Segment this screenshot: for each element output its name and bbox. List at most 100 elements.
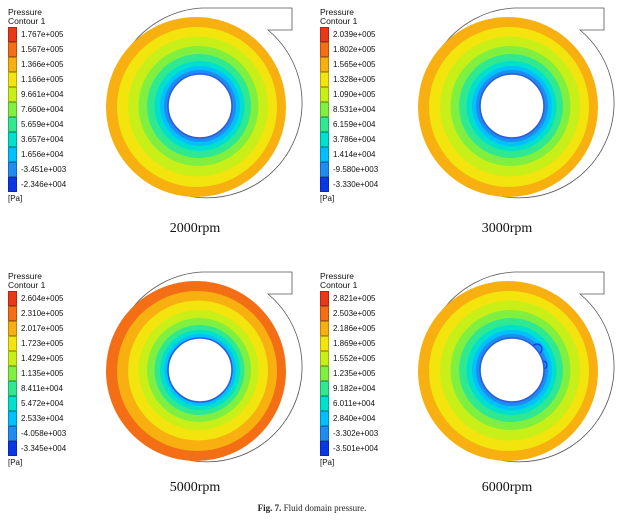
legend-unit: [Pa] (320, 458, 335, 467)
colorbar-level-label: 1.090e+005 (333, 90, 376, 99)
colorbar-level-label: 2.503e+005 (333, 309, 376, 318)
colorbar-level-label: 2.186e+005 (333, 324, 376, 333)
colorbar-swatch (8, 381, 17, 396)
colorbar-level-label: 2.604e+005 (21, 294, 64, 303)
colorbar-level-label: 1.429e+005 (21, 354, 64, 363)
colorbar-level-label: -3.330e+004 (333, 180, 379, 189)
colorbar-swatch (320, 117, 329, 132)
legend-subtitle: Contour 1 (320, 280, 358, 290)
impeller-hole (479, 73, 545, 139)
colorbar-swatch (8, 117, 17, 132)
colorbar-swatch (320, 336, 329, 351)
rpm-label: 6000rpm (481, 480, 533, 495)
colorbar-swatch (8, 27, 17, 42)
colorbar-level-label: 1.328e+005 (333, 75, 376, 84)
colorbar-swatch (320, 27, 329, 42)
rpm-label: 3000rpm (481, 221, 533, 236)
colorbar-level-label: 1.565e+005 (333, 60, 376, 69)
colorbar-level-label: -4.058e+003 (21, 429, 67, 438)
colorbar-level-label: 1.567e+005 (21, 45, 64, 54)
colorbar-level-label: 3.786e+004 (333, 135, 376, 144)
colorbar-level-label: 3.657e+004 (21, 135, 64, 144)
colorbar-level-label: 1.552e+005 (333, 354, 376, 363)
pressure-contour-plot (106, 271, 303, 463)
colorbar-swatch (320, 72, 329, 87)
colorbar-level-label: 1.767e+005 (21, 30, 64, 39)
colorbar-swatch (8, 351, 17, 366)
colorbar-level-label: 8.411e+004 (21, 384, 63, 393)
contour-panel: Pressure Contour 1 2.039e+005 1.802e+005 1.5… (312, 7, 615, 253)
colorbar-level-label: 2.310e+005 (21, 309, 64, 318)
colorbar-swatch (8, 366, 17, 381)
colorbar-legend: Pressure Contour 1 2.604e+005 2.310e+005 2.0… (8, 272, 98, 467)
colorbar-swatch (320, 87, 329, 102)
colorbar-legend: Pressure Contour 1 2.039e+005 1.802e+005 1.5… (320, 8, 410, 203)
colorbar-swatch (320, 306, 329, 321)
contour-panel: Pressure Contour 1 2.604e+005 2.310e+005 2.0… (0, 271, 303, 517)
colorbar-legend: Pressure Contour 1 2.821e+005 2.503e+005 2.1… (320, 272, 410, 467)
legend-unit: [Pa] (320, 194, 335, 203)
colorbar-swatch (8, 102, 17, 117)
colorbar-swatch (320, 396, 329, 411)
pressure-contour-plot (418, 7, 615, 199)
colorbar-level-label: -9.580e+003 (333, 165, 379, 174)
pressure-contour-plot (106, 7, 303, 199)
colorbar-level-label: 5.659e+004 (21, 120, 64, 129)
impeller-hole (479, 337, 545, 403)
colorbar-swatch (320, 291, 329, 306)
colorbar-level-label: 2.840e+004 (333, 414, 376, 423)
legend-title: Pressure (8, 7, 43, 17)
colorbar-swatch (8, 411, 17, 426)
colorbar-level-label: 8.531e+004 (333, 105, 376, 114)
colorbar-swatch (320, 411, 329, 426)
colorbar-level-label: 2.039e+005 (333, 30, 376, 39)
colorbar-swatch (320, 102, 329, 117)
colorbar-level-label: 1.723e+005 (21, 339, 64, 348)
caption-label: Fig. 7. (257, 503, 282, 513)
legend-title: Pressure (320, 7, 355, 17)
colorbar-level-label: 2.821e+005 (333, 294, 376, 303)
colorbar-level-label: 6.159e+004 (333, 120, 376, 129)
colorbar-level-label: 2.533e+004 (21, 414, 64, 423)
legend-subtitle: Contour 1 (8, 280, 46, 290)
legend-unit: [Pa] (8, 194, 23, 203)
colorbar-level-label: 1.166e+005 (21, 75, 64, 84)
colorbar-level-label: 1.802e+005 (333, 45, 376, 54)
rpm-label: 2000rpm (169, 221, 221, 236)
colorbar-level-label: -3.345e+004 (21, 444, 67, 453)
caption-text: Fluid domain pressure. (283, 503, 367, 513)
colorbar-level-label: 1.366e+005 (21, 60, 64, 69)
colorbar-swatch (8, 72, 17, 87)
colorbar-swatch (320, 162, 329, 177)
colorbar-swatch (320, 147, 329, 162)
colorbar-level-label: 6.011e+004 (333, 399, 375, 408)
colorbar-level-label: 9.661e+004 (21, 90, 64, 99)
colorbar-level-label: -2.346e+004 (21, 180, 67, 189)
pressure-contour-plot (418, 271, 615, 463)
colorbar-level-label: 1.656e+004 (21, 150, 64, 159)
colorbar-level-label: 9.182e+004 (333, 384, 376, 393)
colorbar-legend: Pressure Contour 1 1.767e+005 1.567e+005 1.3… (8, 8, 98, 203)
colorbar-level-label: 2.017e+005 (21, 324, 64, 333)
colorbar-swatch (8, 57, 17, 72)
colorbar-swatch (320, 381, 329, 396)
colorbar-level-label: -3.451e+003 (21, 165, 67, 174)
colorbar-swatch (8, 162, 17, 177)
legend-subtitle: Contour 1 (320, 16, 358, 26)
colorbar-swatch (320, 177, 329, 192)
colorbar-swatch (8, 177, 17, 192)
contour-panel: Pressure Contour 1 2.821e+005 2.503e+005 2.1… (312, 271, 615, 517)
colorbar-level-label: 5.472e+004 (21, 399, 64, 408)
colorbar-swatch (8, 321, 17, 336)
impeller-hole (167, 73, 233, 139)
colorbar-level-label: -3.302e+003 (333, 429, 379, 438)
impeller-hole (167, 337, 233, 403)
colorbar-swatch (320, 366, 329, 381)
colorbar-swatch (8, 426, 17, 441)
colorbar-level-label: -3.501e+004 (333, 444, 379, 453)
colorbar-swatch (8, 42, 17, 57)
colorbar-level-label: 1.235e+005 (333, 369, 376, 378)
figure-caption: Fig. 7. Fluid domain pressure. (0, 503, 624, 513)
colorbar-swatch (8, 306, 17, 321)
colorbar-swatch (8, 87, 17, 102)
